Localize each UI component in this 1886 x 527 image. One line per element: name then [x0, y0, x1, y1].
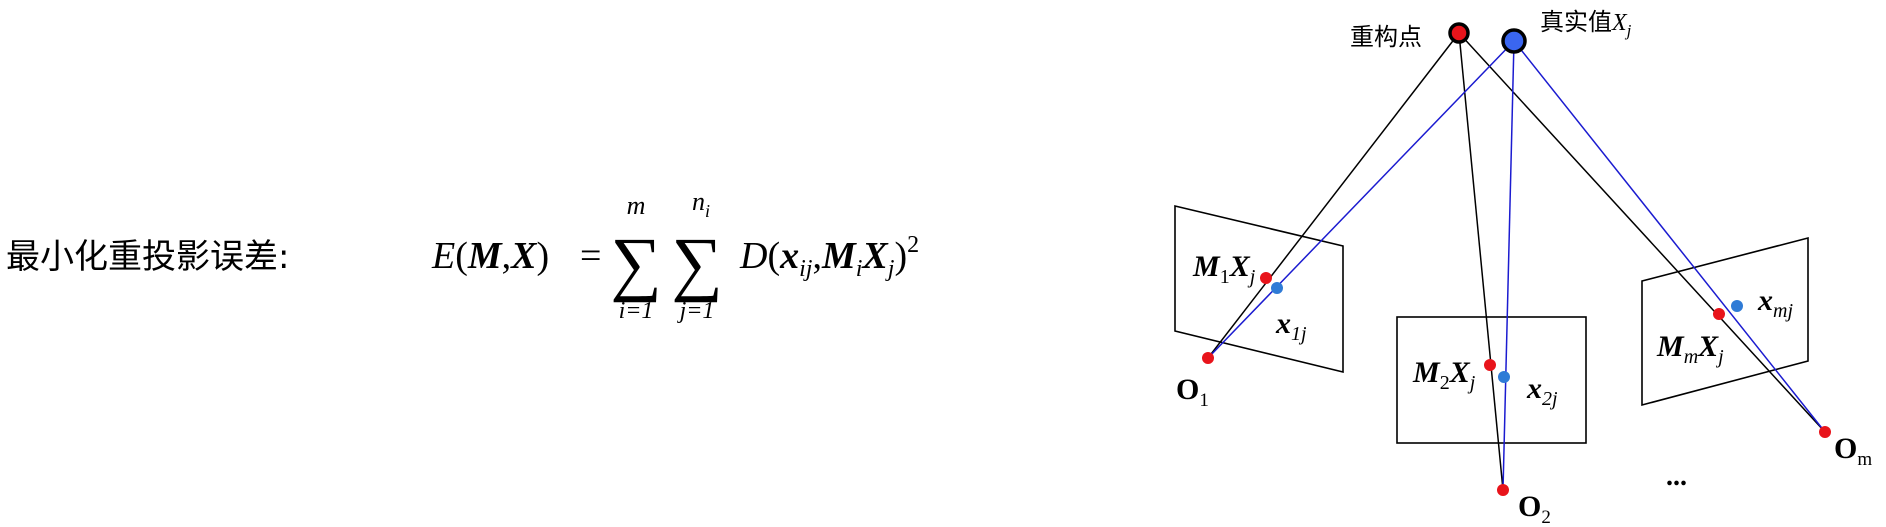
- open-paren: (: [767, 235, 780, 277]
- ray-true-o2: [1502, 40, 1515, 491]
- projection-point-2: [1484, 359, 1496, 371]
- diagram: 重构点 真实值Xj O1 M1Xj x1j O2 M2Xj x2j Om MmX…: [1174, 8, 1872, 527]
- ray-true-o1: [1207, 40, 1515, 359]
- arg-m: M: [821, 235, 857, 277]
- power: 2: [907, 232, 919, 258]
- obs1-letter: x: [1275, 307, 1291, 340]
- om-sub: m: [1857, 449, 1872, 470]
- ray-reconstructed-o1: [1207, 32, 1460, 359]
- sum2-symbol: ∑: [671, 223, 722, 303]
- arg-x: x: [779, 235, 799, 277]
- obsm-letter: x: [1757, 284, 1773, 317]
- arg-x-sub: ij: [799, 256, 813, 282]
- observation-label-m: xmj: [1757, 284, 1793, 322]
- projection-label-m: MmXj: [1656, 330, 1724, 368]
- x1-letter: X: [1229, 250, 1251, 283]
- true-value-text: 真实值: [1540, 8, 1612, 36]
- projection-label-1: M1Xj: [1192, 250, 1256, 288]
- o1-letter: O: [1176, 373, 1199, 406]
- xm-letter: X: [1697, 330, 1719, 363]
- camera-label-o1: O1: [1176, 373, 1209, 411]
- lhs-comma: ,: [502, 235, 512, 277]
- formula-label: 最小化重投影误差:: [6, 237, 289, 277]
- formula-lhs: E(M,X): [431, 235, 549, 277]
- obs2-sub: 2j: [1542, 388, 1558, 410]
- camera-label-om: Om: [1834, 432, 1872, 470]
- sum2-upper-n: n: [692, 187, 705, 216]
- camera-center-o1: [1202, 352, 1214, 364]
- lhs-arg-m: M: [467, 235, 503, 277]
- true-value-var: X: [1611, 10, 1628, 36]
- m1-letter: M: [1192, 250, 1221, 283]
- lhs-open-paren: (: [455, 235, 468, 277]
- m1-sub: 1: [1220, 266, 1230, 288]
- reconstructed-point-marker: [1448, 22, 1470, 44]
- distance-function: D: [739, 235, 767, 277]
- summand: D(xij,MiXj)2: [739, 232, 919, 282]
- sum1-upper: m: [627, 191, 646, 220]
- om-letter: O: [1834, 432, 1857, 465]
- formula: 最小化重投影误差: E(M,X) = m ∑ i=1 ni ∑ j=1 D(xi…: [6, 187, 919, 324]
- sum2-upper-sub: i: [705, 201, 710, 221]
- camera-center-om: [1819, 426, 1831, 438]
- mm-sub: m: [1684, 346, 1698, 368]
- lhs-function: E: [431, 235, 455, 277]
- o2-letter: O: [1518, 490, 1541, 523]
- image-plane-1: [1174, 204, 1344, 374]
- lhs-close-paren: ): [537, 235, 550, 277]
- sum1-symbol: ∑: [610, 223, 661, 303]
- arg-big-x: X: [861, 235, 889, 277]
- mm-letter: M: [1656, 330, 1685, 363]
- obs1-sub: 1j: [1291, 323, 1307, 345]
- m2-sub: 2: [1440, 372, 1450, 394]
- true-value-sub: j: [1625, 21, 1632, 40]
- image-plane-2: [1396, 316, 1587, 444]
- lhs-arg-x: X: [510, 235, 538, 277]
- x1-sub: j: [1247, 266, 1256, 288]
- arg-big-x-sub: j: [885, 256, 895, 282]
- sum2-lower: j=1: [677, 298, 715, 324]
- observation-label-1: x1j: [1275, 307, 1307, 345]
- projection-point-1: [1260, 272, 1272, 284]
- o1-sub: 1: [1199, 390, 1209, 411]
- x2-letter: X: [1449, 356, 1471, 389]
- projection-point-m: [1713, 308, 1725, 320]
- ray-reconstructed-om: [1458, 32, 1826, 433]
- comma: ,: [812, 235, 822, 277]
- observation-point-1: [1271, 282, 1283, 294]
- true-value-label: 真实值Xj: [1540, 8, 1632, 40]
- close-paren: ): [894, 235, 907, 277]
- arg-m-sub: i: [856, 256, 863, 282]
- sum2-upper: ni: [692, 187, 710, 221]
- equals-sign: =: [580, 235, 601, 277]
- image-plane-m: [1641, 236, 1809, 407]
- sum1-lower: i=1: [619, 298, 654, 324]
- ellipsis: ...: [1666, 461, 1687, 492]
- reconstructed-point-label: 重构点: [1350, 23, 1422, 51]
- x2-sub: j: [1467, 372, 1476, 394]
- o2-sub: 2: [1541, 507, 1551, 527]
- xm-sub: j: [1715, 346, 1724, 368]
- obsm-sub: mj: [1773, 300, 1793, 322]
- obs2-letter: x: [1526, 372, 1542, 405]
- observation-label-2: x2j: [1526, 372, 1558, 410]
- ray-reconstructed-o2: [1458, 32, 1504, 491]
- projection-label-2: M2Xj: [1412, 356, 1476, 394]
- observation-point-2: [1498, 371, 1510, 383]
- camera-center-o2: [1497, 484, 1509, 496]
- camera-label-o2: O2: [1518, 490, 1551, 527]
- m2-letter: M: [1412, 356, 1441, 389]
- ray-true-om: [1513, 40, 1826, 433]
- true-value-marker: [1501, 28, 1527, 54]
- observation-point-m: [1731, 300, 1743, 312]
